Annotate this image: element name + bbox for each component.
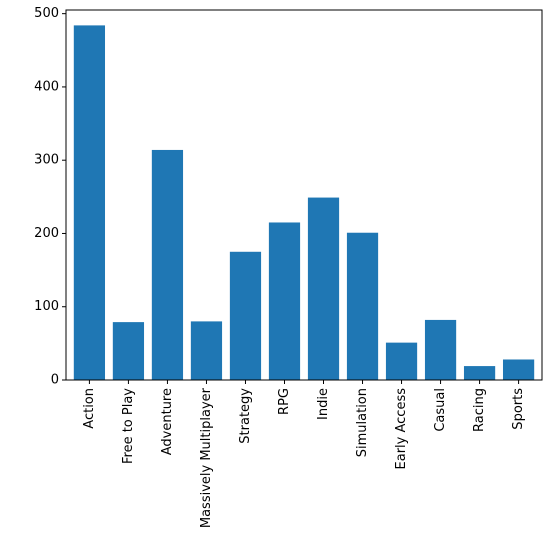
x-axis: Action Free to Play Adventure Massively Mul… (82, 380, 526, 528)
y-tick-label: 200 (34, 226, 59, 241)
bar-action (73, 25, 106, 380)
bar-early-access (385, 342, 418, 380)
x-tick-label: Simulation (355, 388, 370, 457)
x-tick-label: Strategy (238, 388, 253, 444)
bar-massively-multiplayer (190, 321, 223, 380)
bar-casual (424, 319, 457, 380)
y-tick-label: 400 (34, 79, 59, 94)
bar-simulation (346, 232, 379, 380)
y-tick-label: 100 (34, 299, 59, 314)
bar-indie (307, 197, 340, 380)
bars (73, 25, 535, 380)
y-tick-label: 500 (34, 6, 59, 21)
bar-strategy (229, 251, 262, 380)
x-tick-label: Sports (511, 388, 526, 430)
bar-sports (502, 359, 535, 380)
y-axis: 0 100 200 300 400 500 (34, 6, 66, 388)
x-tick-label: Casual (433, 388, 448, 432)
x-tick-label: Massively Multiplayer (199, 387, 214, 528)
plot-area (66, 10, 542, 380)
x-tick-label: Adventure (160, 388, 175, 455)
x-tick-label: Action (82, 388, 97, 429)
bar-adventure (151, 149, 184, 380)
y-tick-label: 0 (51, 373, 59, 388)
y-tick-label: 300 (34, 153, 59, 168)
bar-rpg (268, 222, 301, 380)
x-tick-label: Early Access (394, 388, 409, 470)
bar-free-to-play (112, 322, 145, 380)
x-tick-label: RPG (277, 388, 292, 415)
x-tick-label: Free to Play (121, 388, 136, 464)
x-tick-label: Racing (472, 388, 487, 432)
plot-frame (65, 9, 543, 381)
bar-racing (463, 366, 496, 380)
x-tick-label: Indie (316, 388, 331, 420)
